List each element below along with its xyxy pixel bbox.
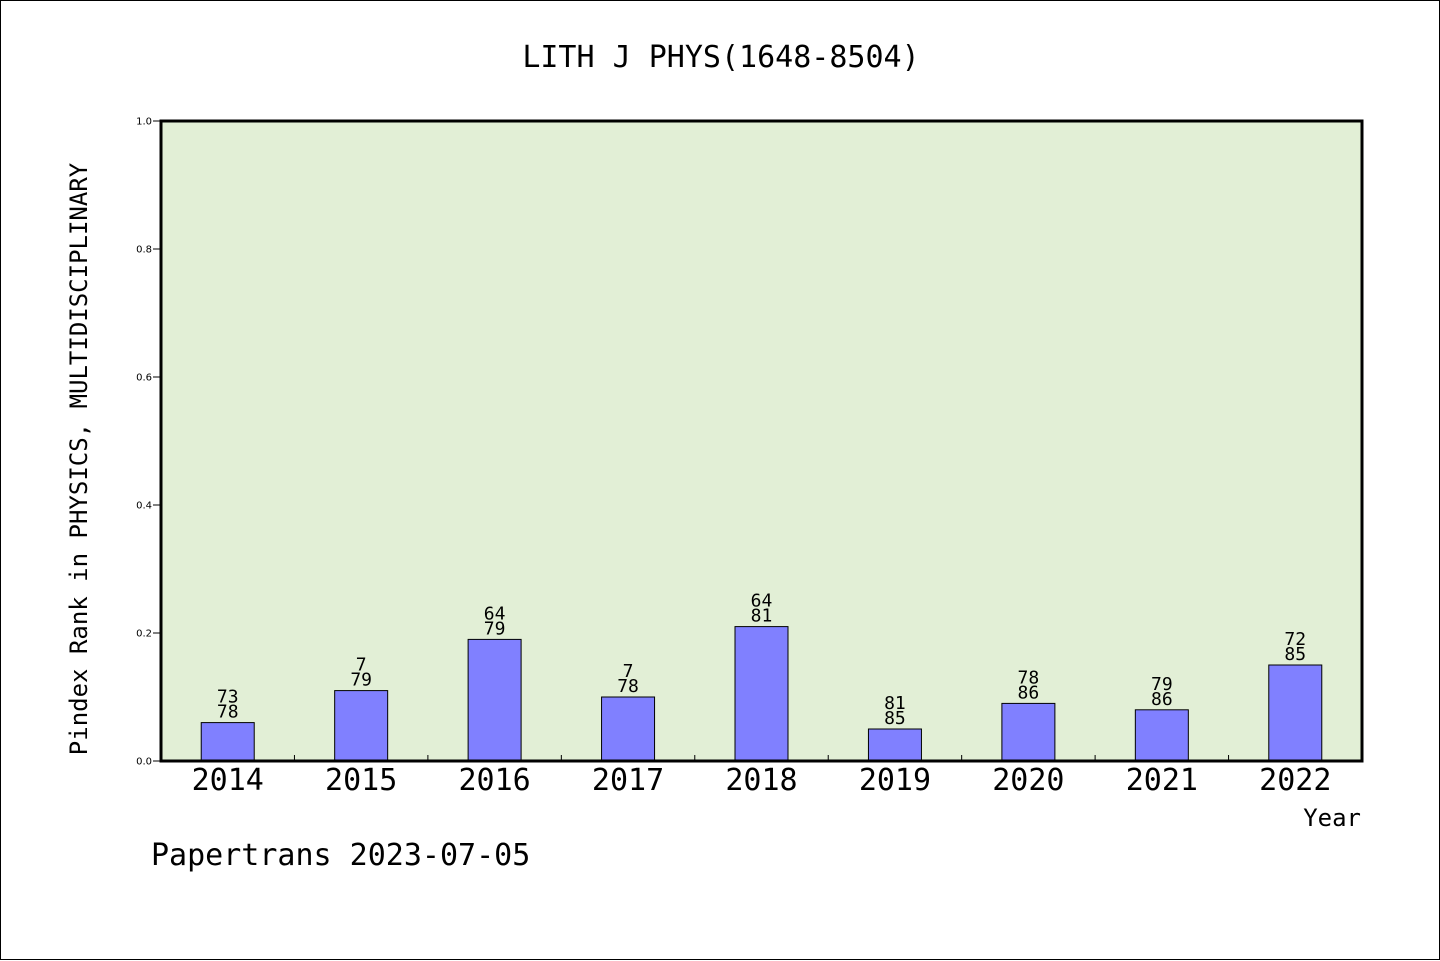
- bar-rank-label: 78: [1018, 667, 1040, 688]
- bar-rank-label: 7: [623, 661, 634, 682]
- bar-rank-label: 64: [484, 603, 506, 624]
- bar-2017: [601, 696, 656, 762]
- x-tick-label: 2018: [725, 763, 797, 798]
- x-tick-label: 2022: [1259, 763, 1331, 798]
- bar-total-label: 78: [617, 676, 639, 697]
- x-tick-label: 2020: [992, 763, 1064, 798]
- bar-total-label: 85: [1284, 644, 1306, 665]
- y-axis-label: Pindex Rank in PHYSICS, MULTIDISCIPLINAR…: [65, 162, 93, 755]
- ticks-group: 0.0 0.2 0.4 0.6 0.8 1.0 2014 2015 2016 2017 2018 20…: [136, 117, 1331, 799]
- bar-2019: [867, 728, 922, 762]
- bar-2020: [1001, 702, 1056, 762]
- bar-2022: [1268, 664, 1323, 762]
- bar-2021: [1134, 709, 1189, 762]
- y-tick-label: 1.0: [136, 117, 152, 128]
- bar-total-label: 86: [1018, 682, 1040, 703]
- bar-2014: [200, 722, 255, 762]
- x-tick-label: 2014: [192, 763, 264, 798]
- y-tick-label: 0.4: [136, 501, 152, 512]
- bar-2016: [467, 638, 522, 762]
- bar-total-label: 79: [350, 670, 372, 691]
- bar-rank-label: 64: [751, 591, 773, 612]
- x-tick-label: 2015: [325, 763, 397, 798]
- x-tick-label: 2016: [458, 763, 530, 798]
- y-tick-label: 0.2: [136, 629, 152, 640]
- bar-rank-label: 73: [217, 687, 239, 708]
- x-tick-label: 2017: [592, 763, 664, 798]
- bar-2018: [734, 626, 789, 762]
- bar-rank-label: 79: [1151, 674, 1173, 695]
- bar-total-label: 85: [884, 708, 906, 729]
- y-tick-label: 0.8: [136, 245, 152, 256]
- x-tick-label: 2021: [1126, 763, 1198, 798]
- bar-total-label: 78: [217, 702, 239, 723]
- x-tick-label: 2019: [859, 763, 931, 798]
- chart-title: LITH J PHYS(1648-8504): [522, 40, 919, 75]
- bar-total-label: 81: [751, 606, 773, 627]
- y-tick-label: 0.6: [136, 373, 152, 384]
- bar-rank-label: 81: [884, 693, 906, 714]
- bar-rank-label: 72: [1284, 629, 1306, 650]
- bar-total-label: 86: [1151, 689, 1173, 710]
- y-tick-label: 0.0: [136, 757, 152, 768]
- plot-border: [159, 119, 1364, 763]
- bar-rank-label: 7: [356, 655, 367, 676]
- bar-2015: [334, 690, 389, 762]
- bar-total-label: 79: [484, 618, 506, 639]
- footer-text: Papertrans 2023-07-05: [151, 838, 530, 873]
- x-axis-label: Year: [1303, 804, 1361, 832]
